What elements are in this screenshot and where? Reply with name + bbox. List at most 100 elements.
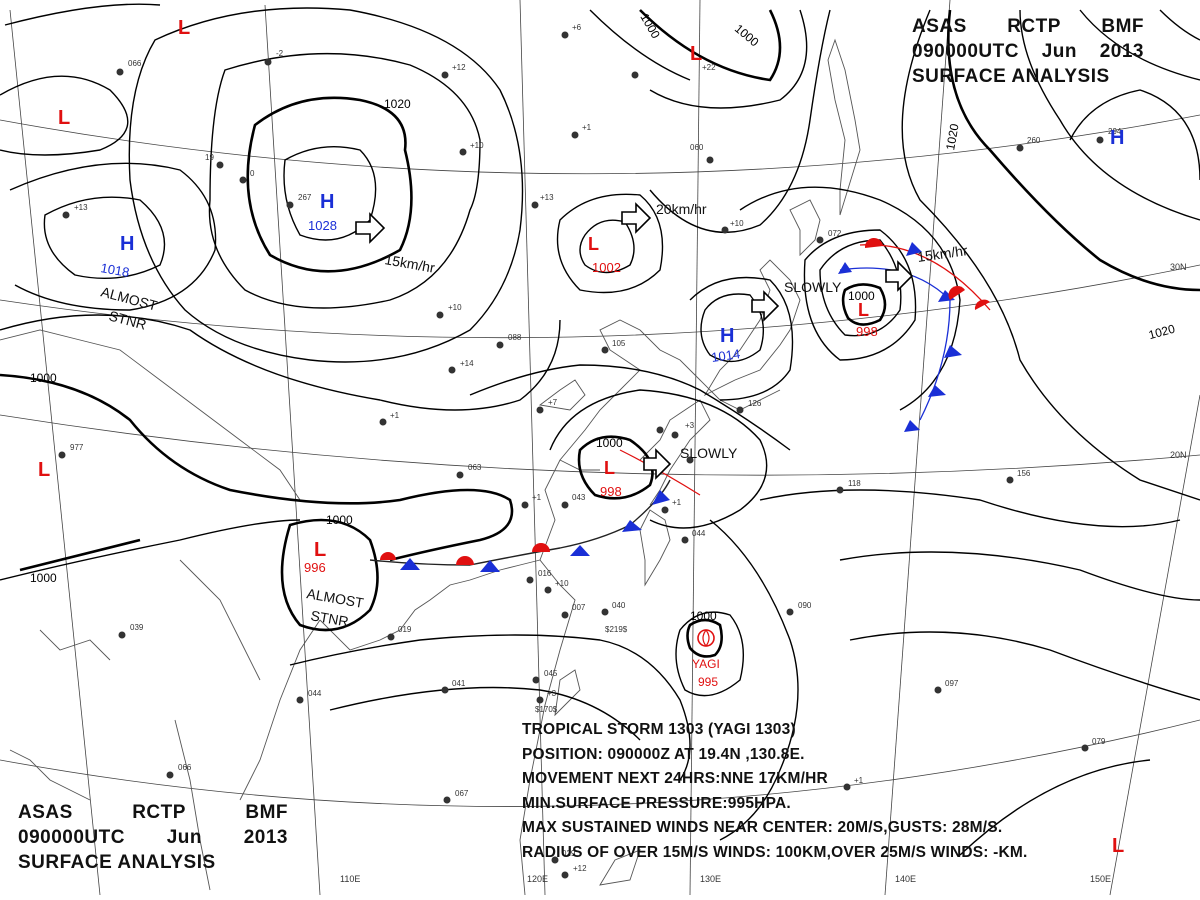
svg-text:029: 029 [562, 849, 576, 858]
svg-text:+22: +22 [702, 63, 716, 72]
motion-label: STNR [309, 607, 349, 629]
agency-code: ASAS [18, 802, 73, 823]
low-center-symbol: L [178, 17, 190, 39]
svg-text:118: 118 [848, 479, 861, 488]
low-center-symbol: L [858, 300, 869, 320]
station-annotations: 066 -2 +12 +6 +10 +1 +13 060 +10 +22 19 0 +13 267… [70, 23, 1122, 873]
map-title: SURFACE ANALYSIS [18, 852, 216, 873]
storm-info-line: TROPICAL STORM 1303 (YAGI 1303) [522, 721, 796, 738]
svg-text:039: 039 [130, 623, 144, 632]
low-center-value: 998 [856, 324, 878, 339]
svg-text:043: 043 [572, 493, 586, 502]
svg-text:+12: +12 [452, 63, 466, 72]
svg-text:045: 045 [544, 669, 558, 678]
svg-text:+7: +7 [548, 398, 558, 407]
tropical-storm-info: TROPICAL STORM 1303 (YAGI 1303) POSITION… [522, 718, 1028, 865]
svg-text:+13: +13 [74, 203, 88, 212]
isobar-label: 1000 [690, 609, 717, 623]
pressure-centers: L L L L L H 1028 H 1018 L 1002 H 1014 L … [38, 17, 1124, 857]
stationary-front [369, 479, 671, 566]
svg-text:+1: +1 [672, 498, 682, 507]
lon-label: 130E [700, 874, 721, 884]
svg-text:$219$: $219$ [605, 625, 628, 634]
agency-code: ASAS [912, 16, 967, 37]
svg-text:040: 040 [612, 601, 626, 610]
analysis-year: 2013 [243, 827, 288, 848]
svg-text:+1: +1 [854, 776, 864, 785]
high-center-value: 1028 [308, 218, 337, 233]
typhoon-marker: YAGI 995 [692, 628, 720, 689]
svg-text:+6: +6 [572, 23, 582, 32]
svg-text:+10: +10 [730, 219, 744, 228]
coastlines [0, 38, 861, 896]
low-center-symbol: L [314, 539, 326, 561]
svg-text:007: 007 [572, 603, 586, 612]
svg-text:019: 019 [398, 625, 412, 634]
movement-arrow [751, 290, 780, 322]
high-center-value: 1014 [710, 346, 741, 365]
svg-text:105: 105 [612, 339, 626, 348]
typhoon-pressure: 995 [698, 675, 718, 689]
typhoon-name: YAGI [692, 657, 720, 671]
motion-label: 20km/hr [656, 201, 707, 217]
fronts [369, 237, 991, 572]
svg-text:088: 088 [508, 333, 522, 342]
svg-text:156: 156 [1017, 469, 1031, 478]
low-center-value: 996 [304, 560, 326, 575]
svg-text:063: 063 [468, 463, 482, 472]
isobar-label: 1000 [326, 513, 353, 527]
lon-label: 140E [895, 874, 916, 884]
svg-text:090: 090 [798, 601, 812, 610]
svg-text:066: 066 [178, 763, 192, 772]
analysis-month: Jun [166, 827, 202, 848]
movement-arrow [621, 202, 652, 234]
high-center-value: 1018 [99, 260, 130, 280]
svg-text:072: 072 [828, 229, 842, 238]
motion-label: SLOWLY [680, 445, 738, 461]
isobar-label: 1020 [943, 122, 961, 151]
svg-text:260: 260 [1027, 136, 1041, 145]
isobars [0, 3, 1200, 856]
storm-info-line: RADIUS OF OVER 15M/S WINDS: 100KM,OVER 2… [522, 843, 1028, 861]
analysis-time: 090000UTC [912, 41, 1019, 62]
low-center-symbol: L [588, 234, 599, 254]
isobar-label: 1000 [848, 289, 875, 303]
agency-code: RCTP [1007, 16, 1061, 37]
low-center-symbol: L [1112, 835, 1124, 857]
svg-text:+10: +10 [470, 141, 484, 150]
movement-arrow [643, 448, 672, 480]
svg-text:126: 126 [748, 399, 762, 408]
lat-label: 20N [1170, 450, 1187, 460]
isobar-label: 1000 [596, 436, 623, 450]
svg-text:977: 977 [70, 443, 84, 452]
svg-text:+10: +10 [448, 303, 462, 312]
low-center-symbol: L [58, 107, 70, 129]
high-center-symbol: H [120, 233, 134, 255]
low-center-value: 998 [600, 484, 622, 499]
coordinate-labels: 30N 20N 110E 120E 130E 140E 150E [340, 262, 1187, 884]
svg-text:0: 0 [250, 169, 255, 178]
svg-text:097: 097 [945, 679, 959, 688]
analysis-year: 2013 [1099, 41, 1144, 62]
svg-text:067: 067 [455, 789, 469, 798]
low-center-symbol: L [604, 458, 615, 478]
high-center-symbol: H [320, 191, 334, 213]
map-header-bottom: ASAS RCTP BMF 090000UTC Jun 2013 SURFACE… [18, 800, 288, 875]
lat-label: 30N [1170, 262, 1187, 272]
isobar-label: 1020 [384, 97, 411, 111]
svg-text:+14: +14 [460, 359, 474, 368]
svg-text:066: 066 [128, 59, 142, 68]
motion-label: SLOWLY [784, 279, 842, 295]
svg-text:041: 041 [452, 679, 466, 688]
station-plots [58, 31, 1104, 879]
svg-text:-2: -2 [276, 49, 284, 58]
svg-text:19: 19 [205, 153, 214, 162]
svg-text:+13: +13 [540, 193, 554, 202]
svg-text:016: 016 [538, 569, 552, 578]
high-center-symbol: H [1110, 127, 1124, 149]
movement-arrow [885, 260, 914, 292]
high-center-symbol: H [720, 325, 734, 347]
movement-arrow [355, 212, 386, 244]
movement-arrows [355, 202, 914, 480]
